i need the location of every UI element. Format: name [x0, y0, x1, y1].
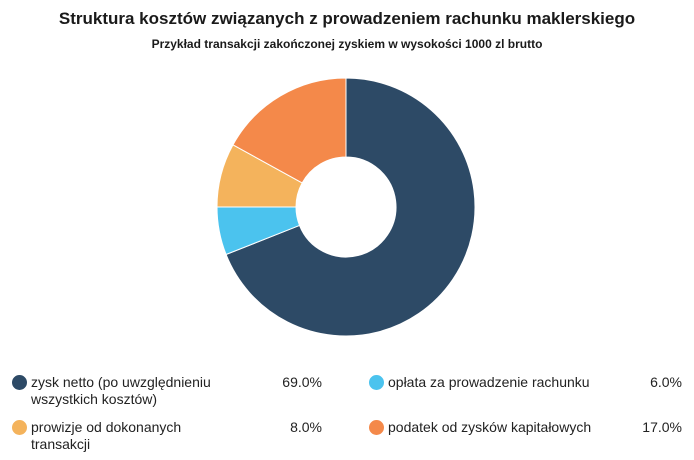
chart-subtitle: Przykład transakcji zakończonej zyskiem …: [151, 37, 543, 51]
donut-slice-podatek[interactable]: [232, 77, 347, 184]
chart-title: Struktura kosztów związanych z prowadzen…: [58, 9, 636, 28]
donut-slice-zysk-netto[interactable]: [225, 77, 476, 337]
